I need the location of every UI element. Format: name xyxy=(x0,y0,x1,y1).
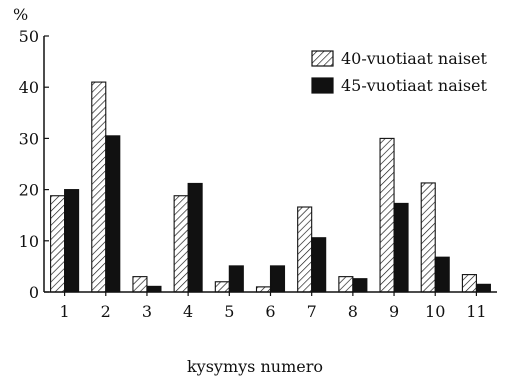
y-axis-label: % xyxy=(13,5,28,24)
y-tick-label: 30 xyxy=(19,129,39,148)
bar-40-q9 xyxy=(379,137,395,293)
bar-45-q11 xyxy=(475,283,491,293)
x-tick-label: 8 xyxy=(348,302,358,321)
bar-45-q6 xyxy=(269,265,286,293)
bar-40-q3 xyxy=(132,276,148,293)
y-tick-label: 40 xyxy=(19,78,39,97)
legend: 40-vuotiaat naiset 45-vuotiaat naiset xyxy=(311,49,488,95)
y-tick-label: 10 xyxy=(19,232,39,251)
x-tick-label: 4 xyxy=(183,302,193,321)
bar-45-q10 xyxy=(434,256,450,293)
bar-40-q5 xyxy=(214,281,230,293)
bar-45-q4 xyxy=(187,182,203,293)
bar-40-q11 xyxy=(461,274,477,293)
bar-45-q1 xyxy=(64,189,80,293)
bar-40-q1 xyxy=(50,195,66,293)
bar-40-q4 xyxy=(173,195,189,293)
bar-40-q8 xyxy=(338,276,354,293)
y-tick-label: 20 xyxy=(19,181,39,200)
x-tick-label: 3 xyxy=(142,302,152,321)
x-tick-label: 6 xyxy=(265,302,275,321)
bar-45-q2 xyxy=(105,135,121,293)
legend-swatch-45 xyxy=(311,77,334,94)
x-tick-label: 9 xyxy=(389,302,399,321)
x-tick-label: 10 xyxy=(425,302,445,321)
x-tick-label: 5 xyxy=(224,302,234,321)
bar-40-q7 xyxy=(297,206,313,293)
bar-45-q8 xyxy=(352,278,368,293)
bar-45-q5 xyxy=(228,265,244,293)
x-tick-label: 7 xyxy=(307,302,317,321)
x-tick-label: 2 xyxy=(101,302,111,321)
bar-40-q10 xyxy=(420,182,436,293)
y-tick-label: 50 xyxy=(19,27,39,46)
x-axis-label: kysymys numero xyxy=(187,357,323,376)
y-tick-label: 0 xyxy=(29,283,39,302)
bar-45-q3 xyxy=(146,285,162,293)
legend-label-40: 40-vuotiaat naiset xyxy=(341,49,488,68)
bar-45-q7 xyxy=(311,237,327,293)
x-tick-label: 1 xyxy=(59,302,69,321)
bar-40-q6 xyxy=(255,286,272,293)
legend-label-45: 45-vuotiaat naiset xyxy=(341,76,488,95)
bar-40-q2 xyxy=(91,81,107,293)
bar-45-q9 xyxy=(393,202,409,293)
x-tick-label: 11 xyxy=(466,302,486,321)
legend-swatch-40 xyxy=(311,50,334,67)
